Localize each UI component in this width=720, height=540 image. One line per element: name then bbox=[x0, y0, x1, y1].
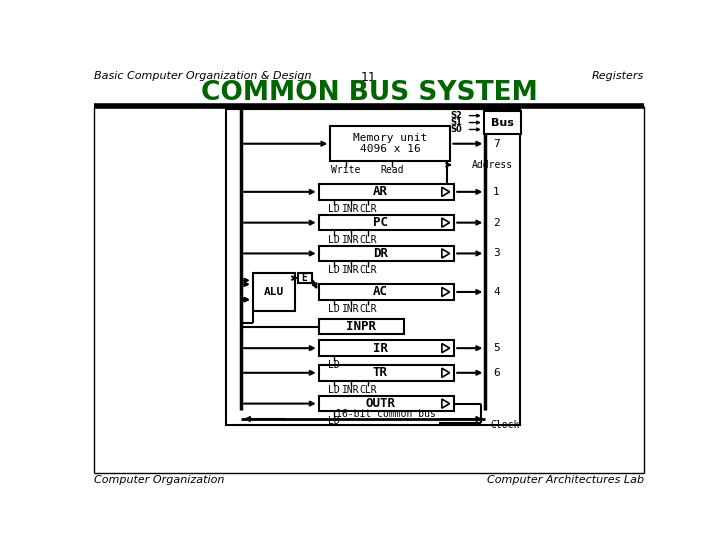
Text: CLR: CLR bbox=[359, 204, 377, 214]
Text: CLR: CLR bbox=[359, 234, 377, 245]
Bar bbox=[319, 184, 454, 200]
Text: LD: LD bbox=[328, 304, 340, 314]
Text: DR: DR bbox=[373, 247, 388, 260]
Bar bbox=[253, 273, 295, 311]
Text: Address: Address bbox=[472, 160, 513, 170]
Text: 5: 5 bbox=[493, 343, 500, 353]
Text: 3: 3 bbox=[493, 248, 500, 259]
Text: Computer Architectures Lab: Computer Architectures Lab bbox=[487, 475, 644, 485]
Text: TR: TR bbox=[373, 366, 388, 379]
Text: 4096 x 16: 4096 x 16 bbox=[360, 144, 420, 154]
Text: LD: LD bbox=[328, 234, 340, 245]
Bar bbox=[484, 111, 521, 134]
Text: Memory unit: Memory unit bbox=[354, 133, 428, 143]
Text: Clock: Clock bbox=[490, 420, 519, 430]
Text: 6: 6 bbox=[493, 368, 500, 378]
Text: 4: 4 bbox=[493, 287, 500, 297]
Bar bbox=[319, 365, 454, 381]
Text: S1: S1 bbox=[450, 118, 462, 127]
Text: 11: 11 bbox=[361, 71, 377, 84]
Text: LD: LD bbox=[328, 265, 340, 275]
Text: Registers: Registers bbox=[592, 71, 644, 81]
Text: ALU: ALU bbox=[264, 287, 284, 297]
Text: 1: 1 bbox=[493, 187, 500, 197]
Bar bbox=[319, 396, 454, 411]
Text: COMMON BUS SYSTEM: COMMON BUS SYSTEM bbox=[201, 80, 537, 106]
Text: LD: LD bbox=[328, 360, 340, 370]
Bar bbox=[319, 215, 454, 231]
Text: PC: PC bbox=[373, 216, 388, 229]
Text: Bus: Bus bbox=[491, 118, 514, 127]
Text: AR: AR bbox=[373, 185, 388, 198]
Text: CLR: CLR bbox=[359, 304, 377, 314]
Text: E: E bbox=[302, 273, 307, 283]
Text: 2: 2 bbox=[493, 218, 500, 228]
Text: 16-bit common bus: 16-bit common bus bbox=[336, 409, 436, 420]
Bar bbox=[319, 246, 454, 261]
Text: Basic Computer Organization & Design: Basic Computer Organization & Design bbox=[94, 71, 311, 81]
Text: INR: INR bbox=[343, 304, 360, 314]
Bar bbox=[225, 110, 520, 425]
Text: CLR: CLR bbox=[359, 384, 377, 395]
Bar bbox=[319, 319, 404, 334]
Text: Read: Read bbox=[380, 165, 404, 176]
Text: OUTR: OUTR bbox=[365, 397, 395, 410]
Text: INPR: INPR bbox=[346, 320, 377, 333]
Text: AC: AC bbox=[373, 286, 388, 299]
Bar bbox=[330, 126, 451, 161]
Text: S0: S0 bbox=[450, 125, 462, 134]
Bar bbox=[94, 79, 644, 106]
Bar bbox=[319, 340, 454, 356]
Text: IR: IR bbox=[373, 342, 388, 355]
Text: INR: INR bbox=[343, 234, 360, 245]
Text: LD: LD bbox=[328, 384, 340, 395]
Bar bbox=[319, 284, 454, 300]
Text: INR: INR bbox=[343, 384, 360, 395]
Text: CLR: CLR bbox=[359, 265, 377, 275]
Text: INR: INR bbox=[343, 265, 360, 275]
Text: Computer Organization: Computer Organization bbox=[94, 475, 224, 485]
Bar bbox=[297, 273, 312, 284]
Text: 7: 7 bbox=[493, 139, 500, 148]
Text: INR: INR bbox=[343, 204, 360, 214]
Text: S2: S2 bbox=[450, 111, 462, 120]
Text: LD: LD bbox=[328, 416, 340, 426]
Text: Write: Write bbox=[331, 165, 361, 176]
Text: LD: LD bbox=[328, 204, 340, 214]
